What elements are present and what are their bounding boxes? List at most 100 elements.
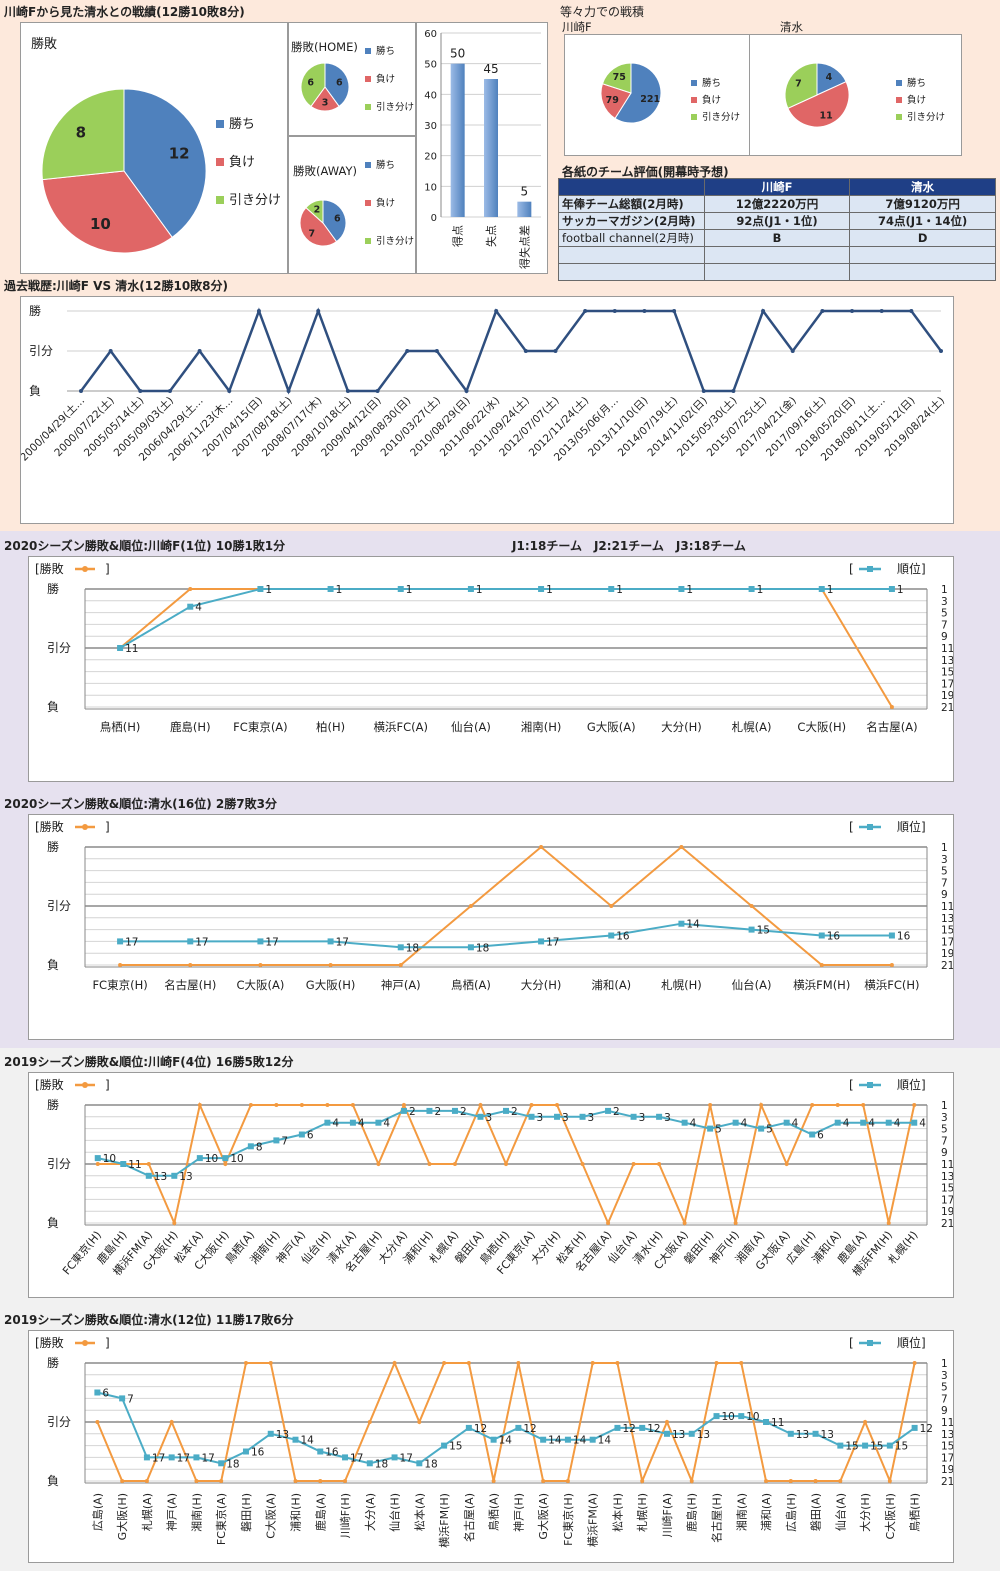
result-point (609, 904, 614, 908)
rank-value-label: 18 (375, 1458, 388, 1470)
legend-label: 引き分け (702, 112, 740, 123)
rank-point (678, 920, 685, 927)
rank-point (834, 1119, 841, 1126)
eval-header-cell: 川崎F (703, 178, 851, 196)
rank-point (818, 586, 825, 592)
rank-value-label: 6 (307, 1130, 314, 1142)
rank-tick-label: 1 (941, 842, 948, 854)
eval-cell: D (849, 229, 996, 247)
rank-point (888, 586, 895, 592)
rank-point (911, 1424, 918, 1431)
rank-point (467, 944, 474, 951)
rank-tick-label: 9 (941, 889, 948, 901)
rank-point (885, 1119, 892, 1126)
x-opponent-label: 磐田(H) (239, 1493, 253, 1532)
rank-value-label: 5 (715, 1124, 722, 1136)
rank-point (391, 1454, 398, 1461)
history-point (820, 309, 825, 313)
legend-rank-marker (867, 1340, 873, 1346)
rank-value-label: 18 (424, 1458, 437, 1470)
legend-result-label: [勝敗 (35, 1335, 64, 1350)
rank-point (467, 586, 474, 592)
rank-point (579, 1113, 586, 1120)
rank-point (94, 1389, 101, 1396)
x-opponent-label: 名古屋(H) (164, 978, 216, 992)
legend-rank-marker (867, 566, 873, 572)
season-2019-shimizu-title: 2019シーズン勝敗&順位:清水(12位) 11勝17敗6分 (4, 1313, 294, 1327)
legend-swatch (691, 114, 697, 120)
rank-value-label: 8 (256, 1141, 263, 1153)
legend-swatch (365, 162, 371, 168)
pie-value-label: 7 (309, 228, 316, 239)
rank-point (707, 1125, 714, 1132)
rank-point (397, 944, 404, 951)
history-point (850, 309, 855, 313)
rank-point (267, 1430, 274, 1437)
history-point (227, 389, 232, 393)
rank-point (117, 938, 124, 945)
result-point (223, 1162, 228, 1166)
rank-point (738, 1413, 745, 1420)
pie-home-panel: 勝敗(HOME) 6 3 6 勝ち 負け 引き分け (288, 22, 416, 136)
legend-result-label: [勝敗 (35, 1077, 64, 1092)
result-point (194, 1479, 199, 1483)
legend-swatch (365, 200, 371, 206)
history-point (523, 349, 528, 353)
pie-value-label: 7 (795, 78, 802, 89)
legend-swatch (365, 238, 371, 244)
x-opponent-label: 札幌(A) (140, 1493, 154, 1531)
pie-value-label: 11 (820, 110, 833, 121)
rank-tick-label: 21 (941, 960, 953, 972)
rank-value-label: 1 (827, 584, 834, 596)
rank-value-label: 4 (383, 1118, 390, 1130)
rank-point (187, 938, 194, 945)
rank-point (503, 1107, 509, 1114)
rank-value-label: 2 (511, 1106, 518, 1118)
result-point (268, 1361, 273, 1365)
result-point (541, 1479, 546, 1483)
rank-point (441, 1442, 448, 1449)
rank-point (639, 1424, 646, 1431)
rank-point (528, 1113, 535, 1120)
rank-value-label: 5 (766, 1124, 773, 1136)
y-label: 引分 (29, 344, 53, 358)
eval-row: サッカーマガジン(2月時) 92点(J1・1位) 74点(J1・14位) (558, 212, 996, 230)
rank-point (663, 1430, 670, 1437)
history-point (316, 309, 321, 313)
rank-value-label: 1 (897, 584, 904, 596)
rank-value-label: 14 (499, 1435, 513, 1447)
result-point (912, 1361, 917, 1365)
season-2019-kawasaki-panel: 1 3 5 7 9 11 13 15 17 19 21 勝引分負 [勝敗][順位] 10 11 13 13 10 1… (28, 1072, 954, 1298)
rank-value-label: 13 (697, 1429, 710, 1441)
rank-tick-label: 17 (941, 1194, 953, 1206)
rank-point (196, 1155, 203, 1162)
legend-swatch (216, 196, 224, 204)
rank-point (242, 1448, 249, 1455)
rank-point (688, 1430, 695, 1437)
rank-value-label: 1 (476, 584, 483, 596)
history-title: 過去戦歴:川崎F VS 清水(12勝10敗8分) (4, 279, 228, 293)
result-point (468, 904, 473, 908)
rank-point (860, 1119, 867, 1126)
rank-value-label: 17 (201, 1452, 214, 1464)
history-chart: 勝引分負2000/04/29(土…2000/07/22(土)2005/05/14… (21, 303, 947, 464)
eval-table-title: 各紙のチーム評価(開幕時予想) (562, 165, 729, 179)
result-line (120, 845, 892, 966)
pie-value-label: 6 (336, 78, 343, 89)
rank-value-label: 13 (672, 1429, 685, 1441)
y-tick-label: 30 (424, 121, 437, 132)
pie-value-label: 4 (826, 72, 833, 83)
legend-result-label: [勝敗 (35, 561, 64, 576)
rank-value-label: 3 (485, 1112, 492, 1124)
result-point (657, 1162, 662, 1166)
legend-rank-label: 順位] (897, 1077, 926, 1092)
rank-value-label: 14 (686, 919, 700, 931)
rank-value-label: 18 (476, 942, 489, 954)
rank-point (416, 1460, 423, 1467)
history-point (761, 309, 766, 313)
rank-tick-label: 15 (941, 925, 953, 937)
pie-slice (305, 199, 324, 225)
x-opponent-label: FC東京(A) (214, 1493, 228, 1545)
